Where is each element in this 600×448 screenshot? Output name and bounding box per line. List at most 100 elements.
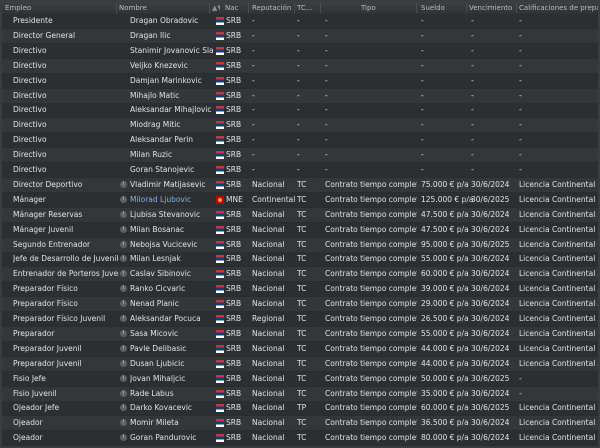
column-divider[interactable] xyxy=(248,3,249,13)
table-row[interactable]: Directivo Veljko Knezevic SRB - - - - - - xyxy=(2,58,598,73)
flag-icon xyxy=(216,344,224,353)
table-row[interactable]: Director General Dragan Ilic SRB - - - - - - xyxy=(2,28,598,43)
staff-name-link[interactable]: Aleksandar Perin xyxy=(130,135,194,145)
staff-name-link[interactable]: Mihajlo Matic xyxy=(130,90,180,100)
table-row[interactable]: Preparador Físico i Ranko Cicvaric SRB Nacio… xyxy=(2,282,598,297)
staff-name-link[interactable]: Darko Kovacevic xyxy=(130,403,193,413)
staff-role: Directivo xyxy=(13,150,47,160)
column-header-tipo[interactable]: Tipo xyxy=(361,4,376,12)
staff-name-link[interactable]: Dragan Obradovic xyxy=(130,16,199,25)
table-row[interactable]: Directivo Milan Ruzic SRB - - - - - - xyxy=(2,148,598,163)
column-header-reputacion[interactable]: Reputación xyxy=(252,4,292,12)
info-icon[interactable]: i xyxy=(120,434,127,442)
info-icon[interactable]: i xyxy=(120,195,127,203)
staff-name-link[interactable]: Goran Pandurovic xyxy=(130,433,197,443)
column-header-sueldo[interactable]: Sueldo xyxy=(421,4,445,12)
info-icon[interactable]: i xyxy=(120,210,127,218)
table-row[interactable]: Directivo Goran Stanojevic SRB - - - - - - xyxy=(2,163,598,177)
column-divider[interactable] xyxy=(416,3,417,13)
info-icon[interactable]: i xyxy=(120,315,127,322)
staff-name-link[interactable]: Momir Mileta xyxy=(130,418,179,428)
staff-name-link[interactable]: Aleksandar Mihajlovic xyxy=(130,105,212,115)
staff-name-link[interactable]: Miodrag Mitic xyxy=(130,120,181,130)
table-row[interactable]: Preparador Físico i Nenad Planic SRB Naciona… xyxy=(2,297,598,312)
staff-name-link[interactable]: Milan Bosanac xyxy=(130,224,185,234)
table-row[interactable]: Directivo Aleksandar Perin SRB - - - - - - xyxy=(2,133,598,148)
table-row[interactable]: Entrenador de Porteros Juvenil i Caslav Si… xyxy=(2,267,598,282)
table-row[interactable]: Fisio Jefe i Jovan Mihaljcic SRB Nacional TC C… xyxy=(2,371,598,386)
info-icon[interactable]: i xyxy=(120,285,127,293)
staff-name-link[interactable]: Vladimir Matijasevic xyxy=(130,179,206,189)
column-header-nac[interactable]: Nac xyxy=(225,4,239,12)
column-header-tc[interactable]: TC... xyxy=(297,4,313,12)
table-row[interactable]: Preparador Físico Juvenil i Aleksandar Poc… xyxy=(2,312,598,326)
staff-name-link[interactable]: Milan Ruzic xyxy=(130,150,173,160)
info-icon[interactable]: i xyxy=(120,344,127,352)
table-row[interactable]: Directivo Aleksandar Mihajlovic SRB - - - - - - xyxy=(2,103,598,118)
table-row[interactable]: Preparador i Sasa Micovic SRB Nacional TC Cont… xyxy=(2,326,598,341)
staff-name-link[interactable]: Milorad Ljubovic xyxy=(130,194,192,204)
staff-name-link[interactable]: Ranko Cicvaric xyxy=(130,284,186,294)
table-row[interactable]: Presidente Dragan Obradovic SRB - - - - - - xyxy=(2,14,598,28)
info-icon[interactable]: i xyxy=(120,180,127,188)
info-icon[interactable]: i xyxy=(120,270,127,278)
staff-name-link[interactable]: Aleksandar Pocuca xyxy=(130,314,201,323)
column-header-calificaciones[interactable]: Calificaciones de preparad xyxy=(519,4,598,12)
staff-name-link[interactable]: Dusan Ljubicic xyxy=(130,358,185,368)
coaching-badge: - xyxy=(519,120,522,130)
staff-name-link[interactable]: Nebojsa Vucicevic xyxy=(130,239,198,249)
table-row[interactable]: Segundo Entrenador i Nebojsa Vucicevic SRB N… xyxy=(2,237,598,252)
column-divider[interactable] xyxy=(320,3,321,13)
table-row[interactable]: Directivo Stanimir Jovanovic Slavinski SRB… xyxy=(2,43,598,58)
staff-name-link[interactable]: Pavle Delibasic xyxy=(130,343,187,353)
staff-role: Preparador Físico Juvenil xyxy=(13,314,106,323)
staff-name-link[interactable]: Jovan Mihaljcic xyxy=(130,373,186,383)
table-row[interactable]: Mánager i Milorad Ljubovic MNE Continental TC… xyxy=(2,192,598,207)
column-divider[interactable] xyxy=(209,3,210,13)
info-icon[interactable]: i xyxy=(120,359,127,367)
table-row[interactable]: Jefe de Desarrollo de Juveniles i Milan Le… xyxy=(2,252,598,267)
staff-name-link[interactable]: Ljubisa Stevanovic xyxy=(130,209,201,219)
table-row[interactable]: Directivo Mihajlo Matic SRB - - - - - - xyxy=(2,88,598,103)
column-header-vencimiento[interactable]: Vencimiento xyxy=(469,4,513,12)
staff-name-link[interactable]: Damjan Marinkovic xyxy=(130,75,202,85)
info-icon[interactable]: i xyxy=(120,225,127,233)
info-icon[interactable]: i xyxy=(120,374,127,382)
staff-name-link[interactable]: Veljko Knezevic xyxy=(130,60,188,70)
table-row[interactable]: Director Deportivo i Vladimir Matijasevic S… xyxy=(2,177,598,192)
staff-name-link[interactable]: Caslav Sibinovic xyxy=(130,269,191,279)
info-icon[interactable]: i xyxy=(120,300,127,308)
salary: - xyxy=(421,16,424,25)
table-row[interactable]: Directivo Damjan Marinkovic SRB - - - - - - xyxy=(2,73,598,88)
table-row[interactable]: Mánager Juvenil i Milan Bosanac SRB Nacional… xyxy=(2,222,598,237)
sort-arrows-icon[interactable]: ▲▼ xyxy=(212,4,220,12)
table-row[interactable]: Ojeador Jefe i Darko Kovacevic SRB Nacional T… xyxy=(2,401,598,416)
table-row[interactable]: Ojeador i Goran Pandurovic SRB Nacional TC Con… xyxy=(2,431,598,446)
info-icon[interactable]: i xyxy=(120,255,127,263)
table-row[interactable]: Directivo Miodrag Mitic SRB - - - - - - xyxy=(2,118,598,133)
info-icon[interactable]: i xyxy=(120,389,127,397)
info-icon[interactable]: i xyxy=(120,329,127,337)
column-divider[interactable] xyxy=(294,3,295,13)
info-icon[interactable]: i xyxy=(120,419,127,427)
staff-name-link[interactable]: Dragan Ilic xyxy=(130,30,171,40)
table-row[interactable]: Ojeador i Momir Mileta SRB Nacional TC Contrat… xyxy=(2,416,598,431)
info-icon[interactable]: i xyxy=(120,240,127,248)
staff-name-link[interactable]: Nenad Planic xyxy=(130,299,179,309)
column-header-nombre[interactable]: Nombre xyxy=(119,4,147,12)
column-divider[interactable] xyxy=(516,3,517,13)
staff-name-link[interactable]: Stanimir Jovanovic Slavinski xyxy=(130,45,214,55)
column-header-empleo[interactable]: Empleo xyxy=(5,4,32,12)
table-row[interactable]: Fisio Juvenil i Rade Labus SRB Nacional TC Con… xyxy=(2,386,598,401)
salary: 26.500 € p/a xyxy=(421,314,469,323)
staff-name-link[interactable]: Milan Lesnjak xyxy=(130,254,181,264)
table-row[interactable]: Mánager Reservas i Ljubisa Stevanovic SRB Na… xyxy=(2,207,598,222)
staff-name-link[interactable]: Sasa Micovic xyxy=(130,328,179,338)
staff-name-link[interactable]: Goran Stanojevic xyxy=(130,165,195,174)
staff-name-link[interactable]: Rade Labus xyxy=(130,388,174,398)
info-icon[interactable]: i xyxy=(120,404,127,412)
table-row[interactable]: Preparador Juvenil i Dusan Ljubicic SRB Naci… xyxy=(2,356,598,371)
column-divider[interactable] xyxy=(466,3,467,13)
column-divider[interactable] xyxy=(116,3,117,13)
table-row[interactable]: Preparador Juvenil i Pavle Delibasic SRB Nac… xyxy=(2,341,598,356)
